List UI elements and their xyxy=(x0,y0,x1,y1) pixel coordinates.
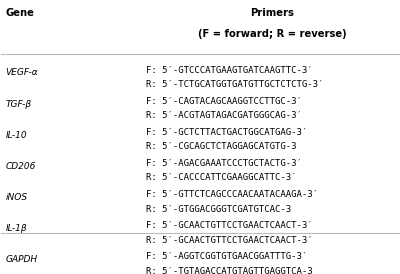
Text: F: 5′-GTCCCATGAAGTGATCAAGTTC-3′: F: 5′-GTCCCATGAAGTGATCAAGTTC-3′ xyxy=(146,66,313,75)
Text: F: 5′-AGACGAAATCCCTGCTACTG-3′: F: 5′-AGACGAAATCCCTGCTACTG-3′ xyxy=(146,159,302,168)
Text: F: 5′-GCAACTGTTCCTGAACTCAACT-3′: F: 5′-GCAACTGTTCCTGAACTCAACT-3′ xyxy=(146,221,313,230)
Text: R: 5′-CGCAGCTCTAGGAGCATGTG-3: R: 5′-CGCAGCTCTAGGAGCATGTG-3 xyxy=(146,142,297,151)
Text: R: 5′-GTGGACGGGTCGATGTCAC-3: R: 5′-GTGGACGGGTCGATGTCAC-3 xyxy=(146,204,292,213)
Text: F: 5′-GCTCTTACTGACTGGCATGAG-3′: F: 5′-GCTCTTACTGACTGGCATGAG-3′ xyxy=(146,128,308,137)
Text: R: 5′-TGTAGACCATGTAGTTGAGGTCA-3: R: 5′-TGTAGACCATGTAGTTGAGGTCA-3 xyxy=(146,267,313,274)
Text: Primers: Primers xyxy=(250,8,294,18)
Text: R: 5′-ACGTAGTAGACGATGGGCAG-3′: R: 5′-ACGTAGTAGACGATGGGCAG-3′ xyxy=(146,111,302,120)
Text: R: 5′-TCTGCATGGTGATGTTGCTCTCTG-3′: R: 5′-TCTGCATGGTGATGTTGCTCTCTG-3′ xyxy=(146,80,324,89)
Text: CD206: CD206 xyxy=(5,162,36,171)
Text: IL-1β: IL-1β xyxy=(5,224,27,233)
Text: F: 5′-GTTCTCAGCCCAACAATACAAGA-3′: F: 5′-GTTCTCAGCCCAACAATACAAGA-3′ xyxy=(146,190,318,199)
Text: VEGF-α: VEGF-α xyxy=(5,68,38,78)
Text: TGF-β: TGF-β xyxy=(5,99,32,109)
Text: (F = forward; R = reverse): (F = forward; R = reverse) xyxy=(198,29,347,39)
Text: Gene: Gene xyxy=(5,8,34,18)
Text: F: 5′-CAGTACAGCAAGGTCCTTGC-3′: F: 5′-CAGTACAGCAAGGTCCTTGC-3′ xyxy=(146,97,302,106)
Text: F: 5′-AGGTCGGTGTGAACGGATTTG-3′: F: 5′-AGGTCGGTGTGAACGGATTTG-3′ xyxy=(146,252,308,261)
Text: GAPDH: GAPDH xyxy=(5,255,38,264)
Text: iNOS: iNOS xyxy=(5,193,28,202)
Text: R: 5′-GCAACTGTTCCTGAACTCAACT-3′: R: 5′-GCAACTGTTCCTGAACTCAACT-3′ xyxy=(146,236,313,245)
Text: R: 5′-CACCCATTCGAAGGCATTC-3′: R: 5′-CACCCATTCGAAGGCATTC-3′ xyxy=(146,173,297,182)
Text: IL-10: IL-10 xyxy=(5,131,27,139)
